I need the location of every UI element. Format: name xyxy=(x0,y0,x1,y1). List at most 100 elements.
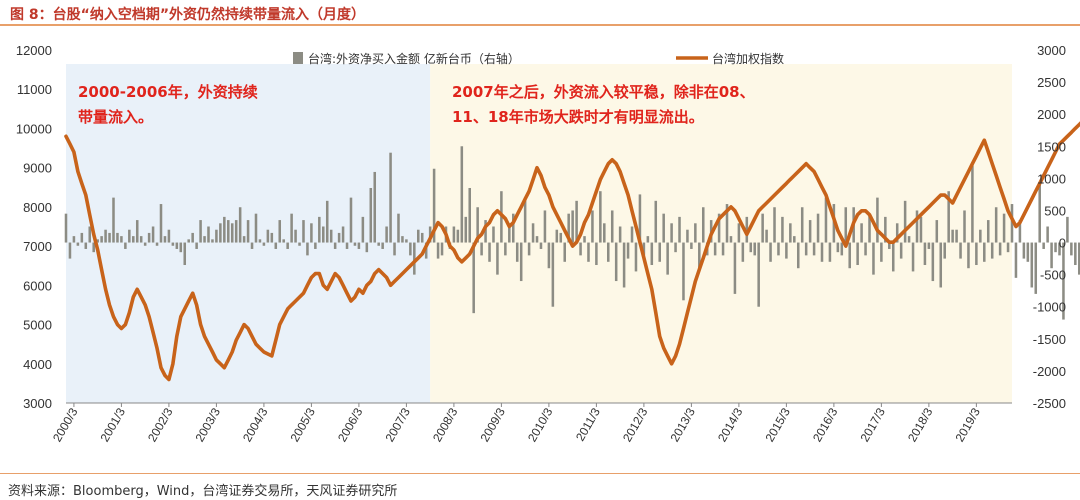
bar xyxy=(927,242,931,249)
bar xyxy=(476,207,479,243)
bar xyxy=(519,242,523,282)
bar xyxy=(302,220,305,243)
annotation-left-line1: 2000-2006年，外资持续 xyxy=(78,83,258,101)
bar xyxy=(223,216,226,243)
bar xyxy=(872,242,875,275)
right-tick-label: 3000 xyxy=(1037,43,1066,58)
bar xyxy=(147,232,151,243)
bar xyxy=(155,242,159,246)
right-tick-label: 2500 xyxy=(1037,75,1066,90)
bar xyxy=(1054,242,1057,253)
footer-rule xyxy=(0,473,1080,474)
bar xyxy=(282,239,285,243)
bar xyxy=(599,191,602,243)
bar xyxy=(994,207,998,243)
bar xyxy=(128,229,131,243)
bar xyxy=(227,220,230,243)
bar xyxy=(179,242,183,253)
right-tick-label: -1000 xyxy=(1033,300,1066,315)
bar xyxy=(986,220,990,243)
bar xyxy=(575,200,578,243)
bar xyxy=(432,168,436,243)
bar xyxy=(250,242,254,249)
bar xyxy=(199,220,202,243)
bar xyxy=(595,242,598,266)
x-tick-label: 2003/3 xyxy=(193,405,224,444)
bar xyxy=(903,200,907,243)
bar xyxy=(504,242,507,256)
x-tick-label: 2018/3 xyxy=(905,405,936,444)
bar xyxy=(151,226,155,243)
bar xyxy=(322,226,325,243)
bar xyxy=(294,229,297,243)
bar xyxy=(353,242,357,246)
bar xyxy=(654,200,658,243)
bar xyxy=(420,232,424,243)
bar xyxy=(1034,242,1038,294)
bar xyxy=(120,236,123,243)
bar xyxy=(413,242,416,275)
annotation-left: 2000-2006年，外资持续 带量流入。 xyxy=(78,80,258,130)
bar xyxy=(96,239,99,243)
bar xyxy=(306,242,309,256)
bar xyxy=(409,242,412,256)
bar xyxy=(325,200,329,243)
bar xyxy=(753,242,756,256)
x-tick-label: 2015/3 xyxy=(763,405,794,444)
bar xyxy=(1066,216,1069,243)
bar xyxy=(314,242,317,249)
bar xyxy=(183,242,187,266)
bar xyxy=(587,242,590,262)
bar xyxy=(959,242,962,259)
bar xyxy=(417,229,420,243)
bar xyxy=(488,242,491,262)
bar xyxy=(211,239,214,243)
bar xyxy=(773,207,776,243)
bar xyxy=(737,223,741,243)
bar xyxy=(108,232,111,243)
bar xyxy=(1074,242,1077,266)
bar xyxy=(333,242,337,249)
bar xyxy=(460,146,464,243)
bar xyxy=(793,236,796,243)
bar xyxy=(694,223,697,243)
bar xyxy=(939,242,943,288)
bar xyxy=(116,232,119,243)
bar xyxy=(690,242,693,249)
left-tick-label: 12000 xyxy=(16,43,52,58)
bar xyxy=(1018,220,1022,243)
bar xyxy=(1002,213,1006,243)
bar xyxy=(84,242,88,249)
bar xyxy=(911,242,915,272)
left-tick-label: 4000 xyxy=(23,357,52,372)
bar xyxy=(571,210,574,243)
bar xyxy=(725,204,729,243)
bar xyxy=(480,242,483,256)
bar xyxy=(864,242,867,256)
bar xyxy=(630,226,634,243)
bar xyxy=(242,236,246,243)
x-tick-label: 2005/3 xyxy=(288,405,319,444)
bar xyxy=(286,242,289,249)
annotation-right: 2007年之后，外资流入较平稳，除非在08、 11、18年市场大跌时才有明显流出… xyxy=(452,80,755,130)
right-tick-label: 0 xyxy=(1059,236,1066,251)
bar xyxy=(745,216,749,243)
bar xyxy=(931,242,935,282)
bar xyxy=(175,242,179,249)
bar xyxy=(389,152,392,243)
right-tick-label: -2500 xyxy=(1033,396,1066,411)
bar xyxy=(464,216,468,243)
bar xyxy=(682,242,685,301)
bar xyxy=(523,197,527,243)
bar xyxy=(729,236,733,243)
bar xyxy=(440,242,444,256)
legend-swatch-bar xyxy=(293,52,303,64)
right-tick-label: 1000 xyxy=(1037,171,1066,186)
bar xyxy=(361,216,365,243)
bar xyxy=(219,223,222,243)
bar xyxy=(365,242,369,253)
bar xyxy=(796,242,800,269)
x-tick-label: 2000/3 xyxy=(50,405,81,444)
bar xyxy=(907,236,911,243)
